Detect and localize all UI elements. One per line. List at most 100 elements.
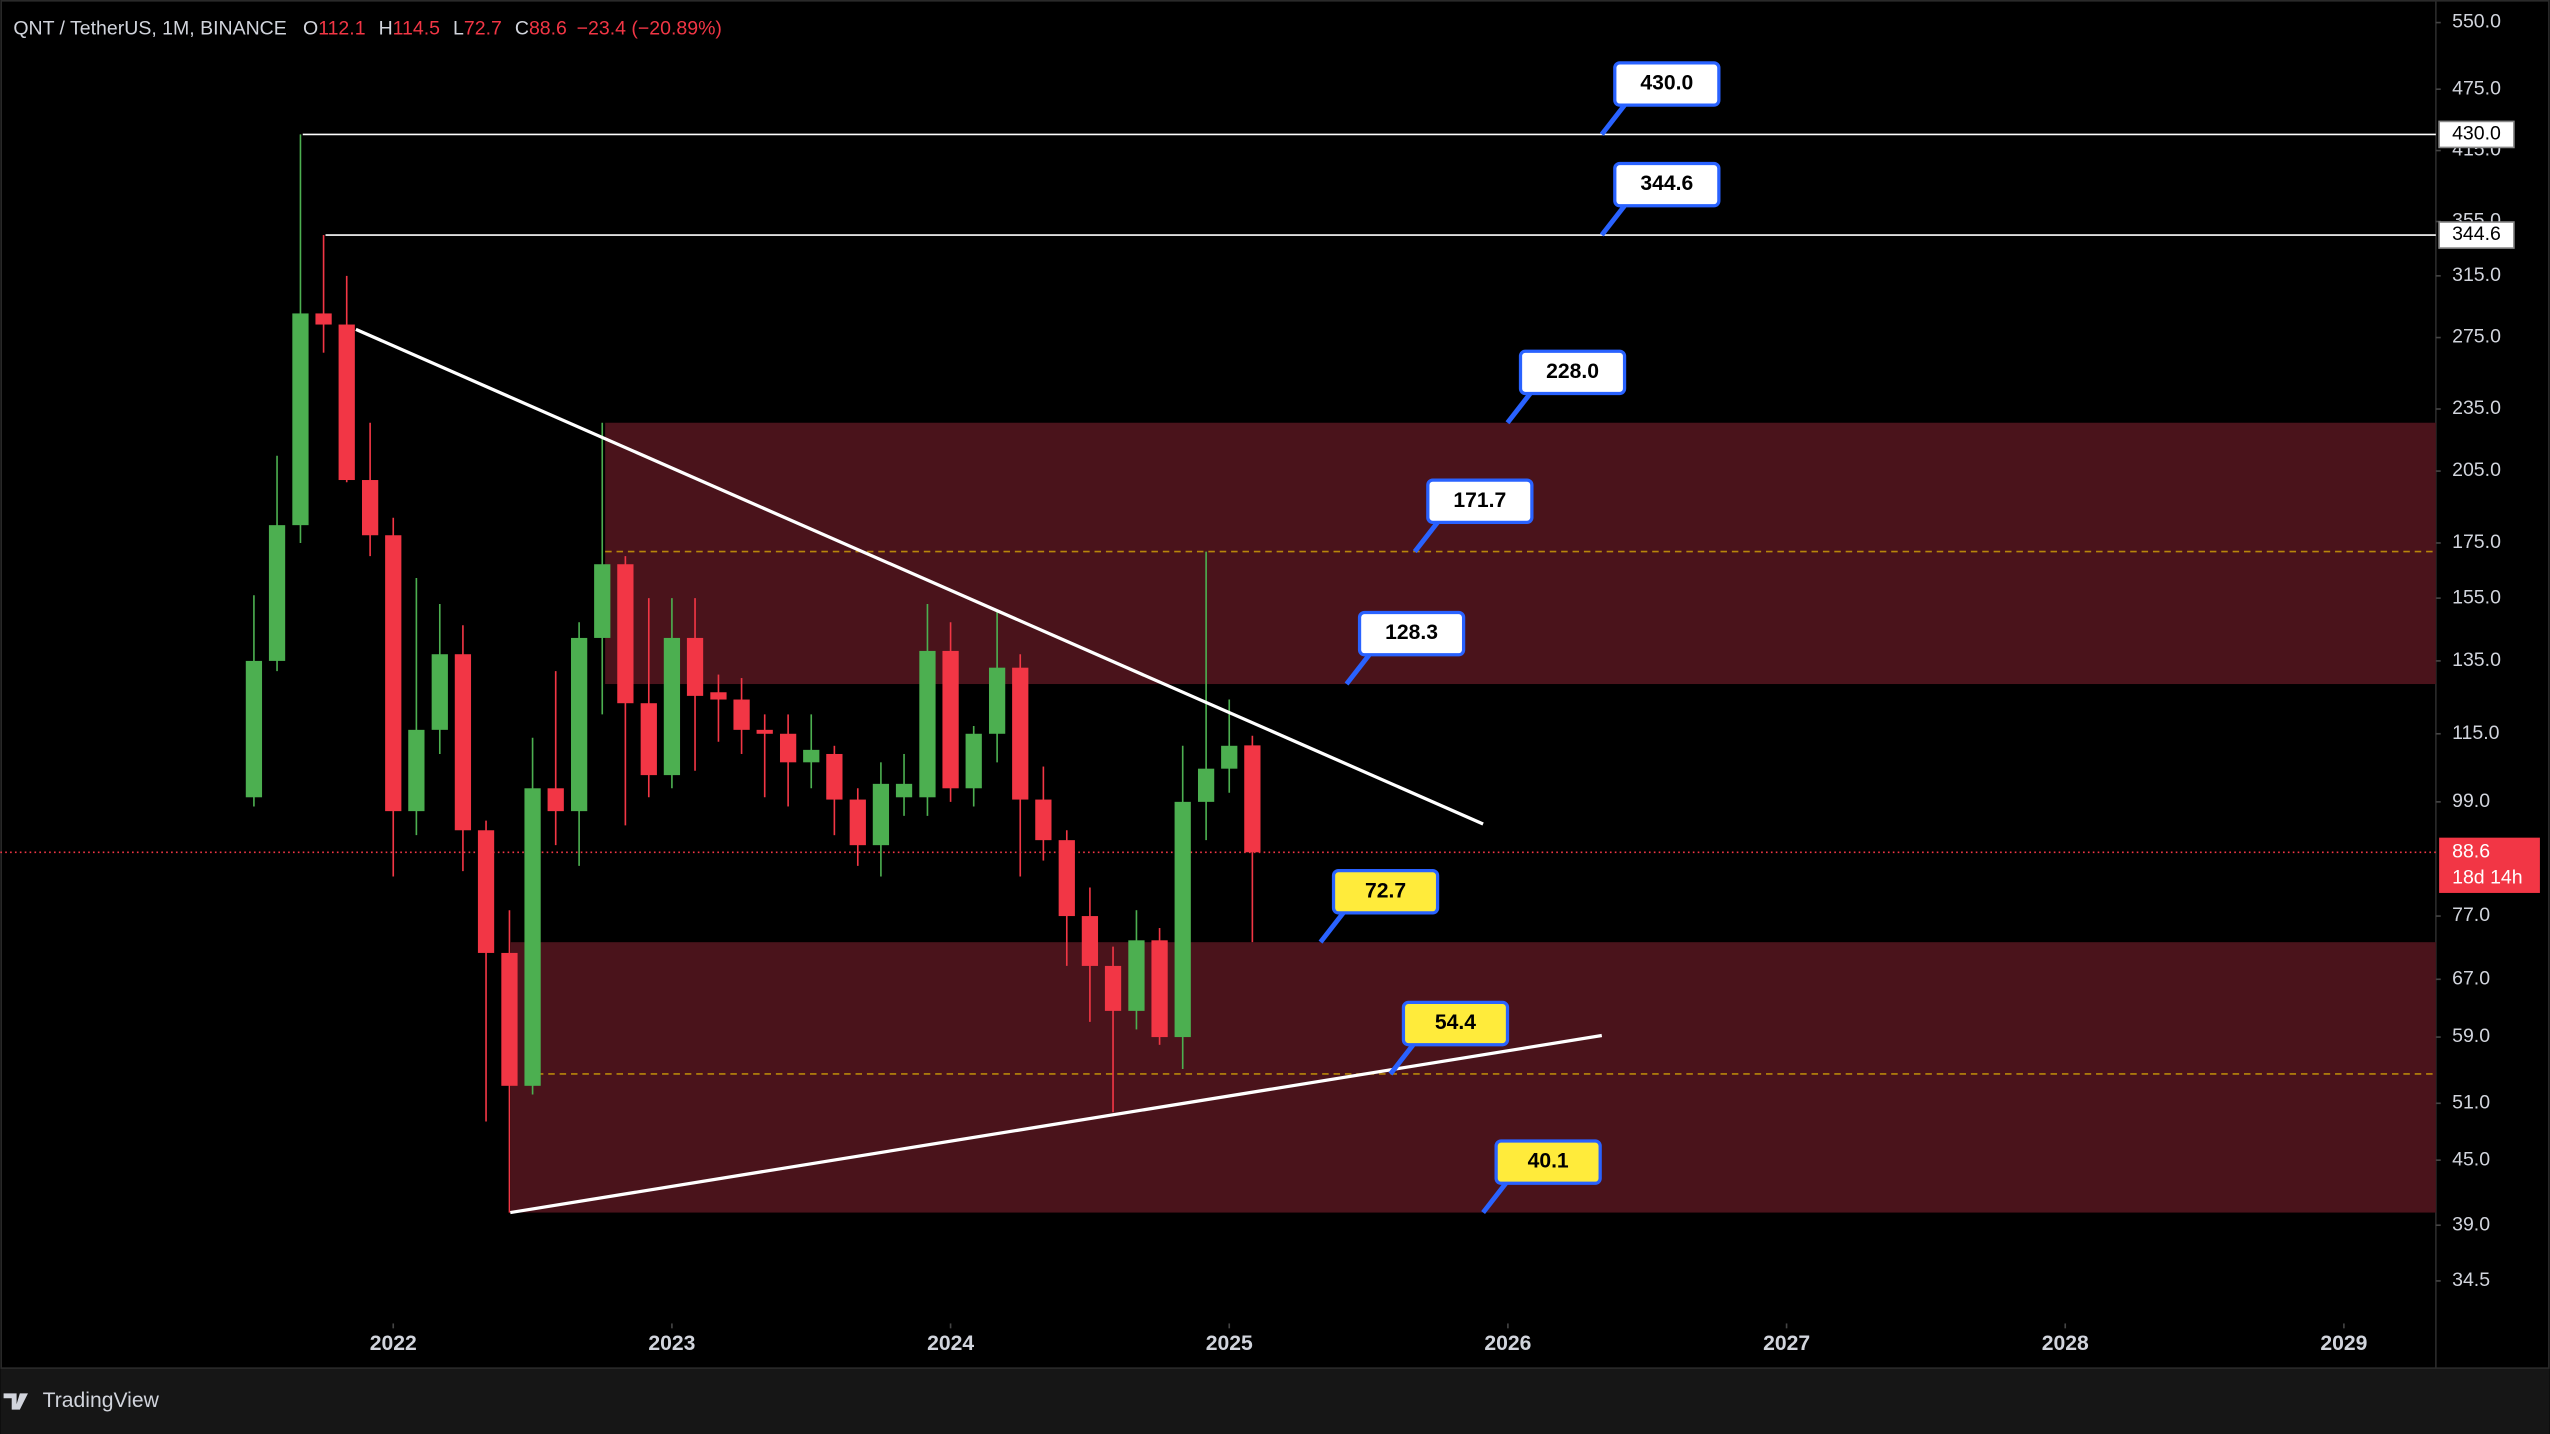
- candle-body: [733, 699, 750, 730]
- ohlc-key: O: [303, 17, 318, 39]
- ohlc-key: C: [515, 17, 529, 39]
- candle-body: [640, 703, 657, 776]
- candle-body: [1151, 940, 1168, 1038]
- candle-body: [501, 952, 518, 1086]
- y-tick-label: 34.5: [2452, 1269, 2490, 1291]
- callout-box: [1357, 610, 1466, 657]
- candle-body: [919, 650, 936, 798]
- ohlc-value: 114.5: [393, 17, 441, 39]
- candle-body: [315, 313, 332, 325]
- callout-pointer: [1388, 1043, 1416, 1076]
- candle-body: [942, 650, 959, 789]
- zones: [0, 133, 2436, 1213]
- annotations: 430.0 344.6 228.0 171.7 128.3 72.7 54.4 40.1: [355, 61, 1721, 1215]
- x-tick-label: 2022: [370, 1332, 417, 1355]
- y-tick-label: 175.0: [2452, 531, 2501, 553]
- trendline: [510, 1033, 1603, 1215]
- candle-body: [385, 535, 402, 812]
- brand-logo[interactable]: [3, 1393, 28, 1410]
- candle-body: [756, 729, 773, 734]
- y-tick-label: 77.0: [2452, 904, 2490, 926]
- change: −23.4 (−20.89%): [577, 17, 722, 39]
- ohlc-value: 112.1: [318, 17, 365, 39]
- y-tick-label: 39.0: [2452, 1213, 2490, 1235]
- candle-body: [1035, 799, 1052, 841]
- y-tick-label: 155.0: [2452, 586, 2501, 608]
- callout-pointer: [1481, 1181, 1508, 1215]
- candle-body: [1221, 745, 1238, 769]
- y-tick-label: 235.0: [2452, 397, 2501, 419]
- callout-box: [1426, 478, 1534, 524]
- candle-body: [338, 324, 355, 481]
- axis-badge: [2438, 221, 2515, 249]
- ohlc-value: 88.6: [529, 17, 567, 39]
- x-tick-label: 2028: [2042, 1332, 2089, 1355]
- callout-pointer: [1412, 520, 1440, 554]
- candle-body: [547, 788, 564, 812]
- callout-label: 54.4: [1435, 1011, 1476, 1034]
- y-tick-label: 115.0: [2452, 722, 2500, 744]
- callout-box: [1494, 1139, 1602, 1185]
- y-tick-label: 475.0: [2452, 77, 2501, 99]
- axis-badge-label: 430.0: [2452, 123, 2501, 145]
- countdown: 18d 14h: [2452, 866, 2523, 888]
- zone: [510, 942, 2436, 1213]
- callout-label: 228.0: [1546, 360, 1599, 383]
- callout-label: 72.7: [1365, 879, 1406, 902]
- candle-body: [617, 564, 634, 704]
- candle-body: [663, 637, 681, 776]
- frame: [0, 0, 2550, 1369]
- footer-bar: [0, 1368, 2550, 1434]
- callout-pointer: [1318, 911, 1346, 944]
- candle-body: [454, 654, 472, 831]
- callout-label: 344.6: [1640, 172, 1693, 195]
- y-tick-label: 99.0: [2452, 790, 2490, 812]
- candle-body: [872, 783, 890, 846]
- ohlc-key: L: [453, 17, 464, 39]
- callout-pointer: [1505, 391, 1533, 425]
- axes: 550.0475.0415.0355.0315.0275.0235.0205.0…: [370, 11, 2540, 1355]
- callout-box: [1613, 161, 1721, 208]
- candle-body: [361, 480, 379, 536]
- candle-body: [1104, 965, 1122, 1011]
- candle-body: [524, 788, 541, 1086]
- candle-body: [826, 753, 843, 800]
- candle-body: [408, 729, 425, 812]
- candle-body: [1244, 745, 1261, 853]
- zone: [605, 422, 2436, 685]
- callout-box: [1331, 869, 1440, 915]
- x-tick-label: 2026: [1484, 1332, 1531, 1355]
- candle-body: [570, 637, 588, 812]
- candle-body: [710, 692, 727, 700]
- x-tick-label: 2023: [648, 1332, 695, 1355]
- x-tick-label: 2024: [927, 1332, 974, 1355]
- candle-body: [895, 783, 913, 798]
- candle-body: [1174, 801, 1191, 1038]
- y-tick-label: 67.0: [2452, 967, 2490, 989]
- callout-label: 128.3: [1385, 621, 1438, 644]
- callout-box: [1401, 1000, 1510, 1047]
- y-tick-label: 45.0: [2452, 1148, 2490, 1170]
- x-tick-label: 2027: [1763, 1332, 1810, 1355]
- candles: [245, 134, 1261, 1213]
- y-tick-label: 205.0: [2452, 459, 2501, 481]
- x-tick-label: 2025: [1206, 1332, 1253, 1355]
- callout-label: 40.1: [1528, 1150, 1569, 1173]
- callout-box: [1518, 349, 1627, 396]
- candle-body: [779, 733, 797, 763]
- callout-pointer: [1599, 103, 1627, 136]
- candle-body: [268, 525, 286, 661]
- y-tick-label: 315.0: [2452, 264, 2501, 286]
- price-badge-label: 88.6: [2452, 840, 2490, 862]
- callout-label: 430.0: [1640, 72, 1693, 95]
- brand-name[interactable]: TradingView: [43, 1389, 160, 1412]
- candle-body: [1128, 940, 1145, 1011]
- x-tick-label: 2029: [2320, 1332, 2367, 1355]
- callout-label: 171.7: [1453, 489, 1506, 512]
- y-tick-label: 135.0: [2452, 649, 2501, 671]
- price-badge: [2439, 837, 2540, 893]
- y-tick-label: 550.0: [2452, 11, 2501, 33]
